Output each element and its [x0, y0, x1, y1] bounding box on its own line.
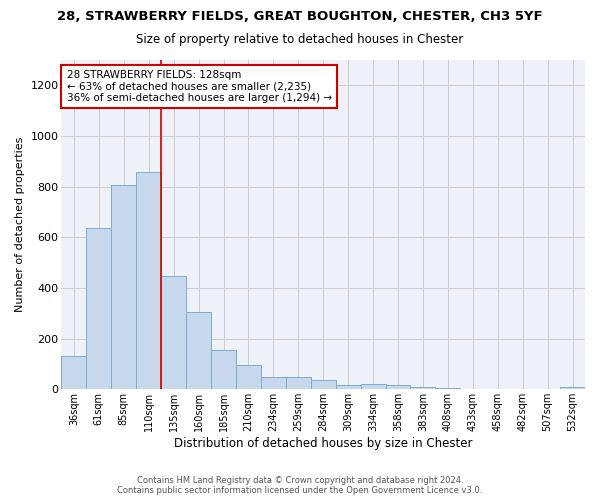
- Bar: [335, 385, 361, 390]
- Bar: [261, 376, 286, 390]
- Bar: [186, 312, 211, 390]
- Text: 28 STRAWBERRY FIELDS: 128sqm
← 63% of detached houses are smaller (2,235)
36% of: 28 STRAWBERRY FIELDS: 128sqm ← 63% of de…: [67, 70, 332, 103]
- Bar: [560, 387, 585, 390]
- Bar: [112, 184, 136, 390]
- Bar: [485, 389, 510, 390]
- Text: Size of property relative to detached houses in Chester: Size of property relative to detached ho…: [136, 32, 464, 46]
- Bar: [410, 388, 436, 390]
- Bar: [460, 388, 485, 390]
- Bar: [386, 386, 410, 390]
- Bar: [161, 276, 186, 390]
- Text: Contains HM Land Registry data © Crown copyright and database right 2024.
Contai: Contains HM Land Registry data © Crown c…: [118, 476, 482, 495]
- Bar: [436, 388, 460, 390]
- Bar: [61, 356, 86, 390]
- Bar: [211, 350, 236, 390]
- X-axis label: Distribution of detached houses by size in Chester: Distribution of detached houses by size …: [174, 437, 472, 450]
- Text: 28, STRAWBERRY FIELDS, GREAT BOUGHTON, CHESTER, CH3 5YF: 28, STRAWBERRY FIELDS, GREAT BOUGHTON, C…: [57, 10, 543, 23]
- Bar: [86, 228, 112, 390]
- Bar: [136, 172, 161, 390]
- Y-axis label: Number of detached properties: Number of detached properties: [15, 137, 25, 312]
- Bar: [286, 377, 311, 390]
- Bar: [361, 384, 386, 390]
- Bar: [311, 380, 335, 390]
- Bar: [236, 364, 261, 390]
